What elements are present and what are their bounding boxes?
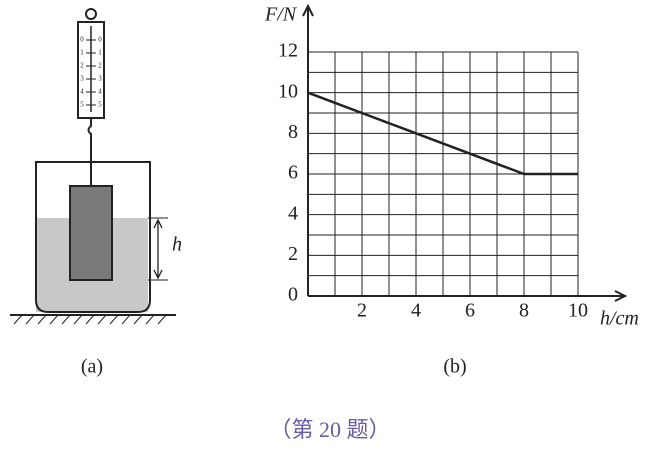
y-tick-label: 10 bbox=[278, 80, 298, 102]
y-tick-label: 2 bbox=[288, 243, 298, 265]
depth-label: h bbox=[172, 234, 182, 256]
apparatus: h bbox=[10, 8, 182, 325]
y-tick-label: 12 bbox=[278, 40, 298, 62]
data-line bbox=[307, 91, 578, 176]
scale-number: 0 bbox=[80, 36, 84, 44]
x-tick-label: 2 bbox=[357, 300, 367, 322]
y-tick-label: 6 bbox=[288, 162, 298, 184]
x-tick-label: 10 bbox=[568, 300, 588, 322]
caption-a: (a) bbox=[81, 356, 103, 378]
scale-number: 5 bbox=[80, 101, 84, 109]
dim-arrow bbox=[153, 218, 163, 280]
scale-number: 2 bbox=[80, 62, 84, 70]
x-tick-label: 8 bbox=[519, 300, 529, 322]
block bbox=[69, 185, 113, 281]
scale-number: 3 bbox=[98, 75, 102, 83]
x-axis-label: h/cm bbox=[600, 308, 639, 330]
y-tick-label: 8 bbox=[288, 121, 298, 143]
y-tick-label: 0 bbox=[288, 284, 298, 306]
x-tick-label: 4 bbox=[411, 300, 421, 322]
ground-hatch bbox=[13, 314, 167, 325]
scale-number: 3 bbox=[80, 75, 84, 83]
scale-number: 0 bbox=[98, 36, 102, 44]
hook-ring bbox=[85, 8, 97, 20]
scale-number: 1 bbox=[98, 49, 102, 57]
y-tick-label: 4 bbox=[288, 202, 298, 224]
string bbox=[87, 118, 92, 186]
x-tick-label: 6 bbox=[465, 300, 475, 322]
scale-number: 1 bbox=[80, 49, 84, 57]
y-axis-label: F/N bbox=[264, 4, 298, 26]
scale-number: 2 bbox=[98, 62, 102, 70]
scale-number: 4 bbox=[98, 88, 102, 96]
scale-number: 5 bbox=[98, 101, 102, 109]
caption-b: (b) bbox=[443, 356, 466, 378]
scale-number: 4 bbox=[80, 88, 84, 96]
container bbox=[35, 161, 151, 313]
footer: （第 20 题） bbox=[269, 417, 390, 442]
